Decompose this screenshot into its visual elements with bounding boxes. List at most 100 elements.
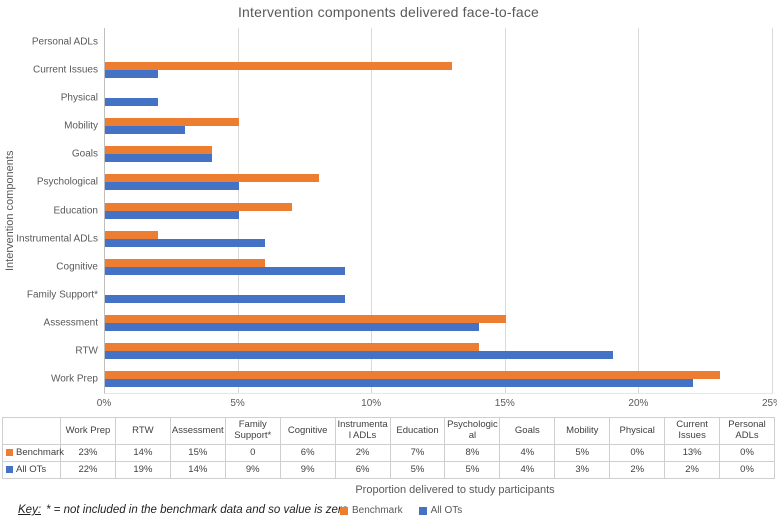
legend-label: All OTs (430, 505, 463, 516)
category-label-mobility: Mobility (64, 120, 98, 132)
table-cell-benchmark-physical: 0% (609, 444, 666, 462)
table-header-rtw: RTW (114, 417, 171, 445)
gridline (638, 28, 640, 393)
all-ots-swatch-icon (6, 465, 13, 473)
key-note-text: * = not included in the benchmark data a… (46, 504, 349, 516)
table-row-label-benchmark: Benchmark (2, 444, 64, 462)
x-tick-label: 20% (628, 398, 649, 409)
category-label-goals: Goals (71, 148, 98, 160)
x-tick-label: 10% (361, 398, 382, 409)
table-cell-all-ots-current-issues: 2% (664, 461, 721, 479)
category-label-physical: Physical (60, 92, 98, 104)
gridline (371, 28, 373, 393)
table-header-psychological: Psychological (444, 417, 501, 445)
table-cell-all-ots-goals: 4% (499, 461, 556, 479)
table-cell-benchmark-education: 7% (389, 444, 446, 462)
table-header-education: Education (389, 417, 446, 445)
legend-item-all-ots: All OTs (418, 505, 463, 516)
bar-all-ots-work-prep (105, 378, 693, 387)
bar-all-ots-current-issues (105, 70, 159, 79)
x-tick-label: 0% (96, 398, 112, 409)
chart-legend: Benchmark All OTs (340, 505, 462, 516)
bar-benchmark-current-issues (105, 62, 453, 71)
table-cell-benchmark-mobility: 5% (554, 444, 611, 462)
table-cell-benchmark-cognitive: 6% (279, 444, 336, 462)
table-cell-all-ots-instrumental-adls: 6% (334, 461, 391, 479)
table-cell-benchmark-personal-adls: 0% (719, 444, 775, 462)
table-header-personal-adls: Personal ADLs (719, 417, 775, 445)
category-label-personal-adls: Personal ADLs (31, 36, 98, 48)
bar-benchmark-education (105, 202, 293, 211)
table-header-family-support: Family Support* (224, 417, 281, 445)
table-header-physical: Physical (609, 417, 666, 445)
category-label-work-prep: Work Prep (50, 373, 98, 385)
key-note: Key: * = not included in the benchmark da… (18, 504, 348, 516)
category-label-current-issues: Current Issues (32, 64, 98, 76)
table-cell-all-ots-assessment: 14% (169, 461, 226, 479)
benchmark-legend-swatch-icon (340, 506, 348, 515)
table-header-cognitive: Cognitive (279, 417, 336, 445)
benchmark-swatch-icon (6, 448, 13, 456)
legend-label: Benchmark (352, 505, 403, 516)
table-header-instrumental-adls: Instrumental ADLs (334, 417, 391, 445)
x-tick-label: 15% (494, 398, 515, 409)
all-ots-legend-swatch-icon (418, 506, 427, 515)
category-label-family-support: Family Support* (26, 289, 98, 301)
category-label-education: Education (53, 205, 98, 216)
x-tick-label: 25% (761, 398, 777, 409)
table-cell-benchmark-rtw: 14% (114, 444, 171, 462)
table-cell-all-ots-family-support: 9% (224, 461, 281, 479)
table-cell-all-ots-rtw: 19% (114, 461, 171, 479)
x-tick-label: 5% (230, 398, 245, 409)
table-cell-all-ots-cognitive: 9% (279, 461, 336, 479)
category-label-instrumental-adls: Instrumental ADLs (16, 233, 98, 245)
data-table: Work Prep RTW Assessment Family Support* Cog… (2, 417, 775, 479)
bar-benchmark-work-prep (105, 370, 720, 379)
table-header-current-issues: Current Issues (664, 417, 721, 445)
plot-area (104, 28, 773, 394)
bar-all-ots-goals (105, 154, 212, 163)
table-row-benchmark: Benchmark 23% 14% 15% 0 6% 2% 7% 8% 4% 5% 0% 13% 0% (2, 444, 775, 462)
table-header-goals: Goals (499, 417, 556, 445)
bar-benchmark-assessment (105, 314, 506, 323)
category-label-psychological: Psychological (36, 176, 98, 188)
x-axis-label: Proportion delivered to study participan… (355, 484, 555, 496)
bar-all-ots-rtw (105, 350, 613, 359)
category-label-rtw: RTW (75, 345, 98, 357)
table-cell-all-ots-psychological: 5% (444, 461, 501, 479)
table-cell-benchmark-instrumental-adls: 2% (334, 444, 391, 462)
table-cell-all-ots-personal-adls: 0% (719, 461, 775, 479)
category-axis-labels: Personal ADLs Current Issues Physical Mobil… (0, 28, 98, 393)
bar-all-ots-cognitive (105, 266, 346, 275)
bar-all-ots-physical (105, 98, 159, 107)
table-cell-benchmark-family-support: 0 (224, 444, 281, 462)
category-label-cognitive: Cognitive (56, 261, 98, 273)
table-cell-benchmark-work-prep: 23% (60, 444, 116, 462)
bar-all-ots-family-support (105, 294, 346, 303)
table-cell-benchmark-current-issues: 13% (664, 444, 721, 462)
chart-title: Intervention components delivered face-t… (237, 4, 540, 20)
table-cell-benchmark-psychological: 8% (444, 444, 501, 462)
gridline (772, 28, 773, 393)
bar-benchmark-cognitive (105, 258, 266, 267)
category-label-assessment: Assessment (43, 317, 98, 329)
table-cell-all-ots-mobility: 3% (554, 461, 611, 479)
table-cell-benchmark-goals: 4% (499, 444, 556, 462)
bar-all-ots-instrumental-adls (105, 238, 266, 247)
bar-benchmark-mobility (105, 118, 239, 127)
table-cell-all-ots-physical: 2% (609, 461, 666, 479)
table-row-all-ots: All OTs 22% 19% 14% 9% 9% 6% 5% 5% 4% 3% 2% 2% 0% (2, 461, 775, 479)
table-header-work-prep: Work Prep (60, 417, 116, 445)
key-note-prefix: Key: (18, 504, 42, 516)
bar-all-ots-mobility (105, 126, 186, 135)
legend-item-benchmark: Benchmark (340, 505, 403, 516)
bar-benchmark-rtw (105, 342, 480, 351)
bar-all-ots-education (105, 210, 239, 219)
table-cell-all-ots-education: 5% (389, 461, 446, 479)
table-row-label-all-ots: All OTs (2, 461, 61, 479)
bar-all-ots-assessment (105, 322, 480, 331)
bar-all-ots-psychological (105, 182, 239, 191)
table-cell-all-ots-work-prep: 22% (60, 461, 116, 479)
table-header-mobility: Mobility (554, 417, 611, 445)
